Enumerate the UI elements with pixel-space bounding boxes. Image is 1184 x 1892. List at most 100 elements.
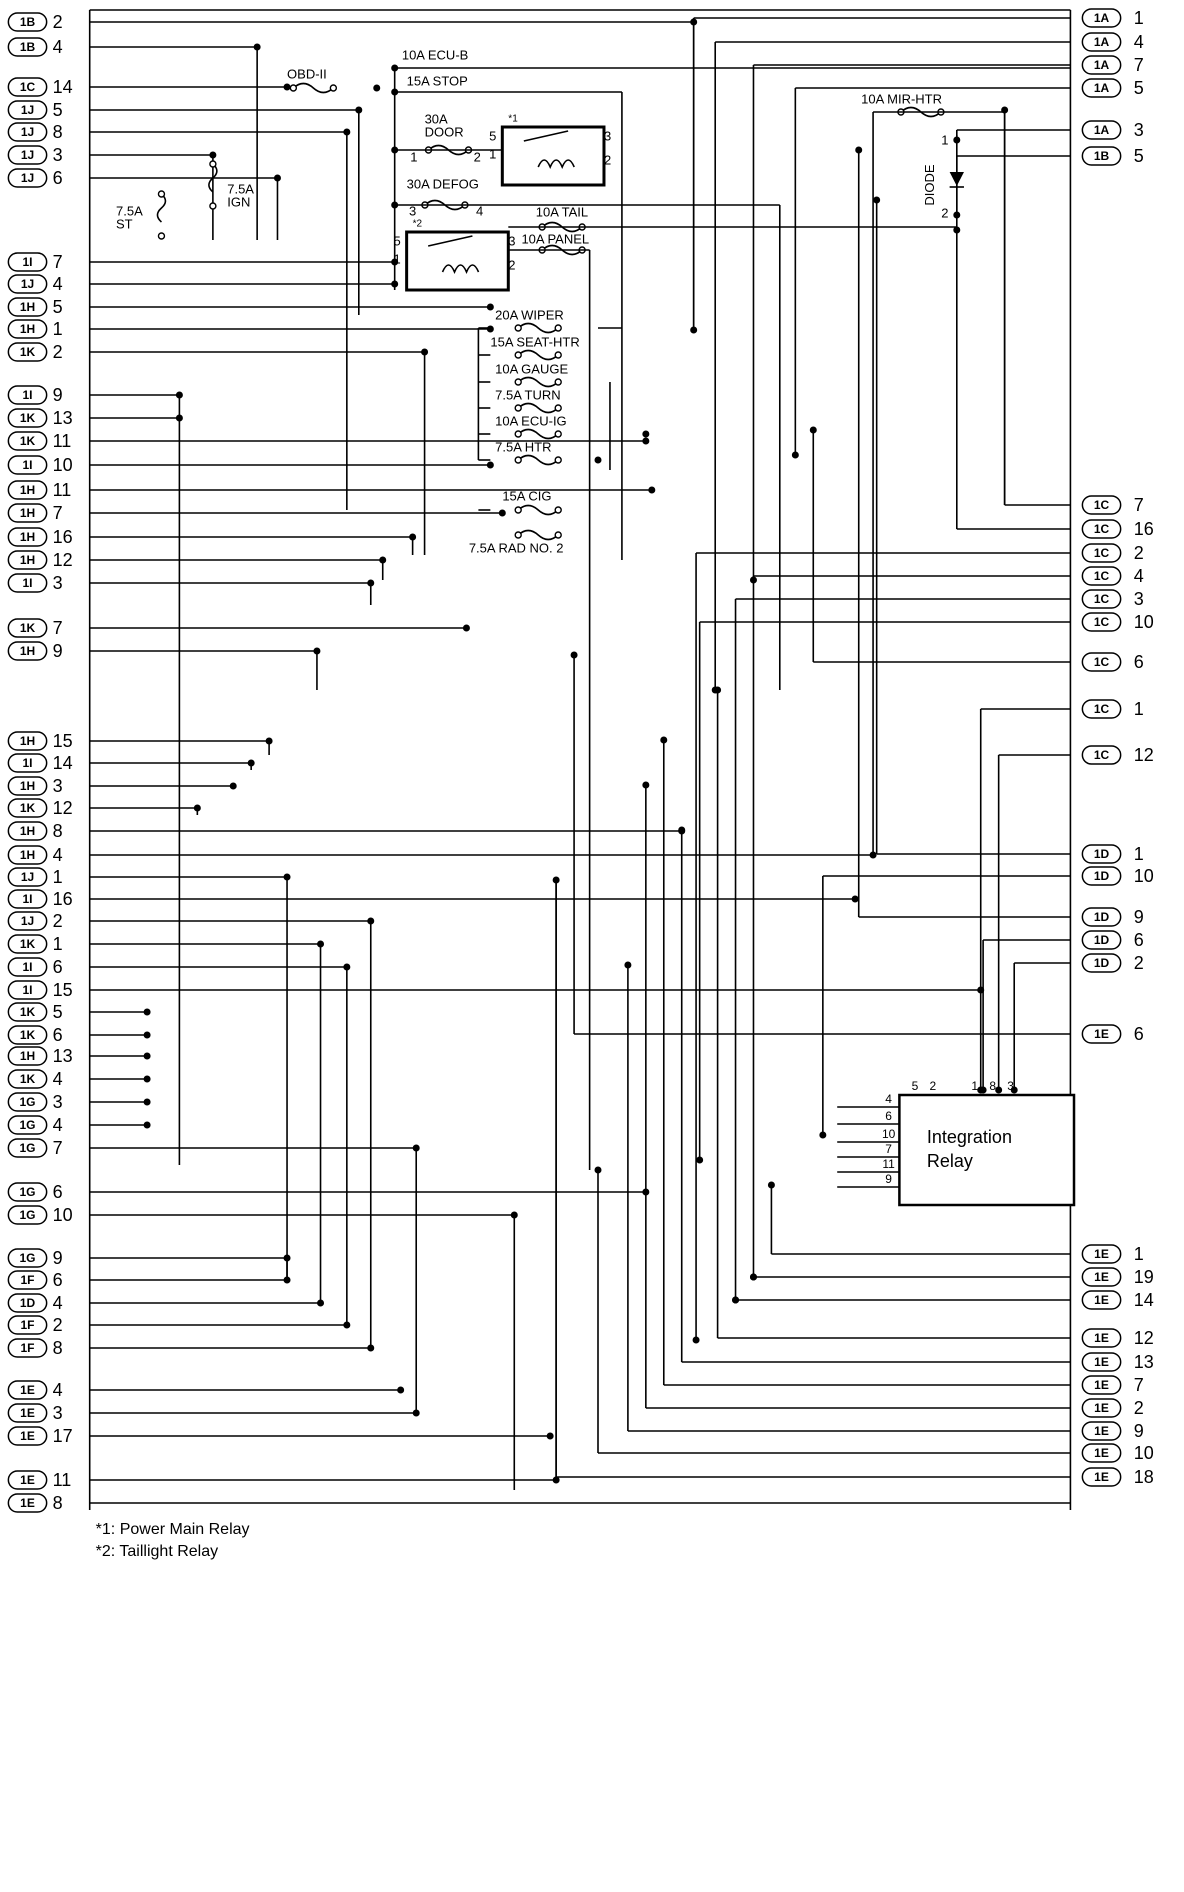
junction bbox=[767, 1181, 775, 1189]
pin-number: 9 bbox=[53, 1248, 63, 1268]
connector-badge bbox=[7, 1205, 48, 1225]
junction bbox=[409, 533, 417, 541]
pin-number: 5 bbox=[1134, 146, 1144, 166]
connector-badge bbox=[7, 1046, 48, 1066]
fuse-label: 10A PANEL bbox=[521, 231, 589, 246]
connector-id: 1D bbox=[1094, 847, 1110, 861]
junction bbox=[143, 1052, 151, 1060]
connector-id: 1H bbox=[20, 530, 35, 544]
junction bbox=[391, 88, 399, 96]
connector-id: 1E bbox=[20, 1473, 35, 1487]
junction bbox=[791, 451, 799, 459]
junction bbox=[594, 456, 602, 464]
pin-number: 7 bbox=[53, 252, 63, 272]
connector-badge bbox=[7, 1403, 48, 1423]
fuse-symbol bbox=[517, 454, 559, 466]
connector-id: 1E bbox=[1094, 1355, 1109, 1369]
pin-number: 4 bbox=[1134, 32, 1144, 52]
pin-number: 4 bbox=[53, 1069, 63, 1089]
connector-badge bbox=[1081, 866, 1122, 886]
connector-id: 1F bbox=[21, 1318, 35, 1332]
relay-pin: 3 bbox=[508, 233, 515, 248]
connector-badge bbox=[7, 168, 48, 188]
relay-pin: 8 bbox=[989, 1079, 996, 1093]
junction bbox=[692, 1336, 700, 1344]
pin-number: 9 bbox=[53, 385, 63, 405]
connector-badge bbox=[7, 122, 48, 142]
pin-number: 9 bbox=[1134, 1421, 1144, 1441]
connector-id: 1E bbox=[1094, 1378, 1109, 1392]
junction bbox=[367, 917, 375, 925]
pin-number: 3 bbox=[53, 145, 63, 165]
pin-number: 7 bbox=[1134, 1375, 1144, 1395]
pin-number: 2 bbox=[1134, 1398, 1144, 1418]
pin-number: 2 bbox=[53, 911, 63, 931]
connector-badge bbox=[7, 573, 48, 593]
connector-id: 1I bbox=[23, 458, 33, 472]
pin-number: 17 bbox=[53, 1426, 73, 1446]
connector-badge bbox=[7, 1115, 48, 1135]
fuse-label: 7.5A bbox=[227, 181, 254, 196]
pin-number: 6 bbox=[53, 957, 63, 977]
terminal bbox=[209, 202, 217, 210]
terminal bbox=[514, 404, 522, 412]
pin-number: 1 bbox=[1134, 8, 1144, 28]
pin-number: 12 bbox=[1134, 1328, 1154, 1348]
connector-id: 1A bbox=[1094, 11, 1110, 25]
junction bbox=[648, 486, 656, 494]
connector-badge bbox=[7, 1315, 48, 1335]
pin-number: 3 bbox=[1134, 120, 1144, 140]
connector-badge bbox=[1081, 699, 1122, 719]
connector-badge bbox=[7, 77, 48, 97]
connector-badge bbox=[1081, 1244, 1122, 1264]
connector-id: 1C bbox=[1094, 546, 1110, 560]
pin-number: 16 bbox=[1134, 519, 1154, 539]
pin-number: 16 bbox=[53, 527, 73, 547]
connector-badge bbox=[1081, 1328, 1122, 1348]
fuse-label: 7.5A bbox=[116, 203, 143, 218]
junction bbox=[696, 1156, 704, 1164]
fuse-label: 7.5A RAD NO. 2 bbox=[469, 540, 564, 555]
pin-number: 3 bbox=[53, 573, 63, 593]
fuse-pin: 4 bbox=[476, 203, 483, 218]
terminal bbox=[289, 84, 298, 92]
pin-number: 14 bbox=[53, 753, 73, 773]
connector-badge bbox=[1081, 907, 1122, 927]
relay-coil bbox=[537, 159, 575, 170]
connector-badge bbox=[1081, 78, 1122, 98]
pin-number: 3 bbox=[53, 1403, 63, 1423]
connector-id: 1G bbox=[20, 1208, 36, 1222]
pin-number: 13 bbox=[53, 1046, 73, 1066]
pin-number: 1 bbox=[1134, 844, 1144, 864]
junction bbox=[229, 782, 237, 790]
connector-badge bbox=[7, 527, 48, 547]
connector-id: 1I bbox=[23, 983, 33, 997]
relay-pin: 6 bbox=[885, 1109, 892, 1123]
connector-badge bbox=[1081, 566, 1122, 586]
connector-badge bbox=[1081, 519, 1122, 539]
pin-number: 4 bbox=[53, 1115, 63, 1135]
connector-id: 1D bbox=[1094, 910, 1110, 924]
connector-id: 1K bbox=[20, 1072, 36, 1086]
connector-id: 1E bbox=[1094, 1027, 1109, 1041]
relay-coil bbox=[441, 264, 480, 275]
connector-id: 1H bbox=[20, 506, 35, 520]
junction bbox=[265, 737, 273, 745]
junction bbox=[273, 174, 281, 182]
connector-badge bbox=[7, 1426, 48, 1446]
connector-id: 1B bbox=[20, 40, 36, 54]
pin-number: 19 bbox=[1134, 1267, 1154, 1287]
connector-id: 1K bbox=[20, 434, 36, 448]
pin-number: 5 bbox=[53, 100, 63, 120]
pin-number: 8 bbox=[53, 821, 63, 841]
connector-id: 1J bbox=[21, 914, 34, 928]
connector-badge bbox=[1081, 8, 1122, 28]
junction bbox=[412, 1144, 420, 1152]
pin-number: 6 bbox=[53, 1270, 63, 1290]
connector-id: 1I bbox=[23, 255, 33, 269]
connector-id: 1B bbox=[20, 15, 36, 29]
connector-id: 1F bbox=[21, 1341, 35, 1355]
connector-id: 1K bbox=[20, 1028, 36, 1042]
junction bbox=[486, 303, 494, 311]
